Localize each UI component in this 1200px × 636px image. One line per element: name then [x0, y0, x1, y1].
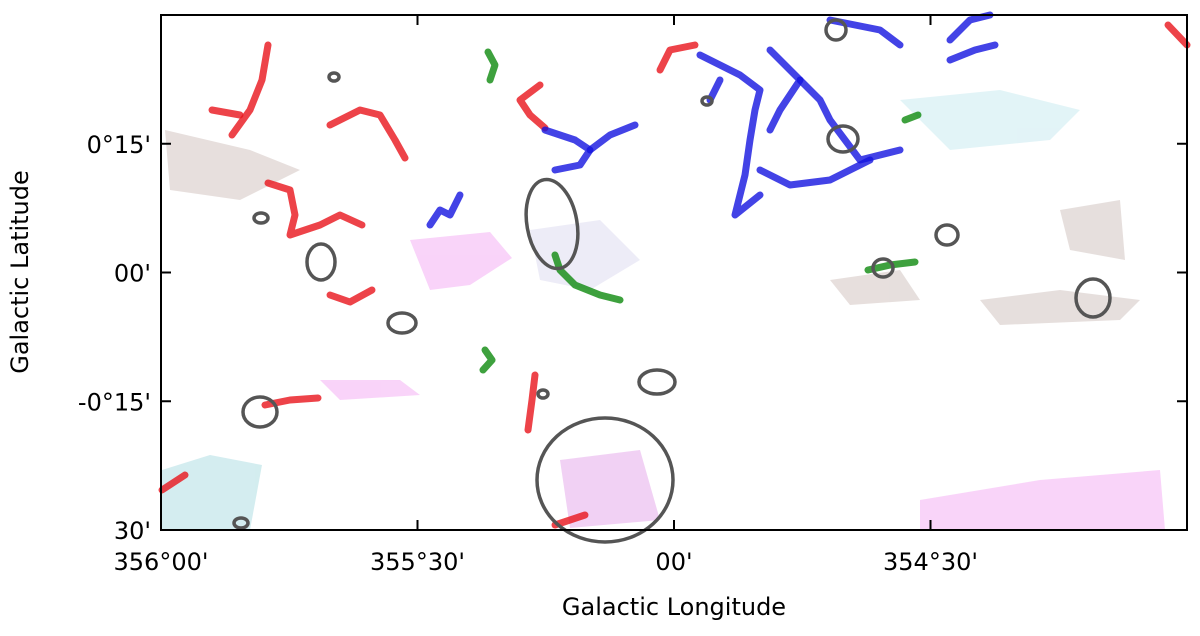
x-tick-label: 356°00' [114, 548, 209, 576]
background-emission [162, 90, 1165, 530]
y-tick-label: 30' [114, 517, 151, 545]
y-tick-label: 0°15' [87, 131, 151, 159]
filaments [158, 11, 1191, 529]
x-axis-label: Galactic Longitude [562, 593, 786, 621]
source-ellipses [232, 18, 1112, 544]
y-axis-label: Galactic Latitude [6, 170, 34, 374]
plot-frame [160, 14, 1188, 531]
y-tick-label: -0°15' [78, 388, 151, 416]
x-tick-label: 00' [655, 548, 692, 576]
x-tick-label: 355°30' [370, 548, 465, 576]
x-tick-label: 354°30' [883, 548, 978, 576]
y-tick-label: 00' [114, 260, 151, 288]
